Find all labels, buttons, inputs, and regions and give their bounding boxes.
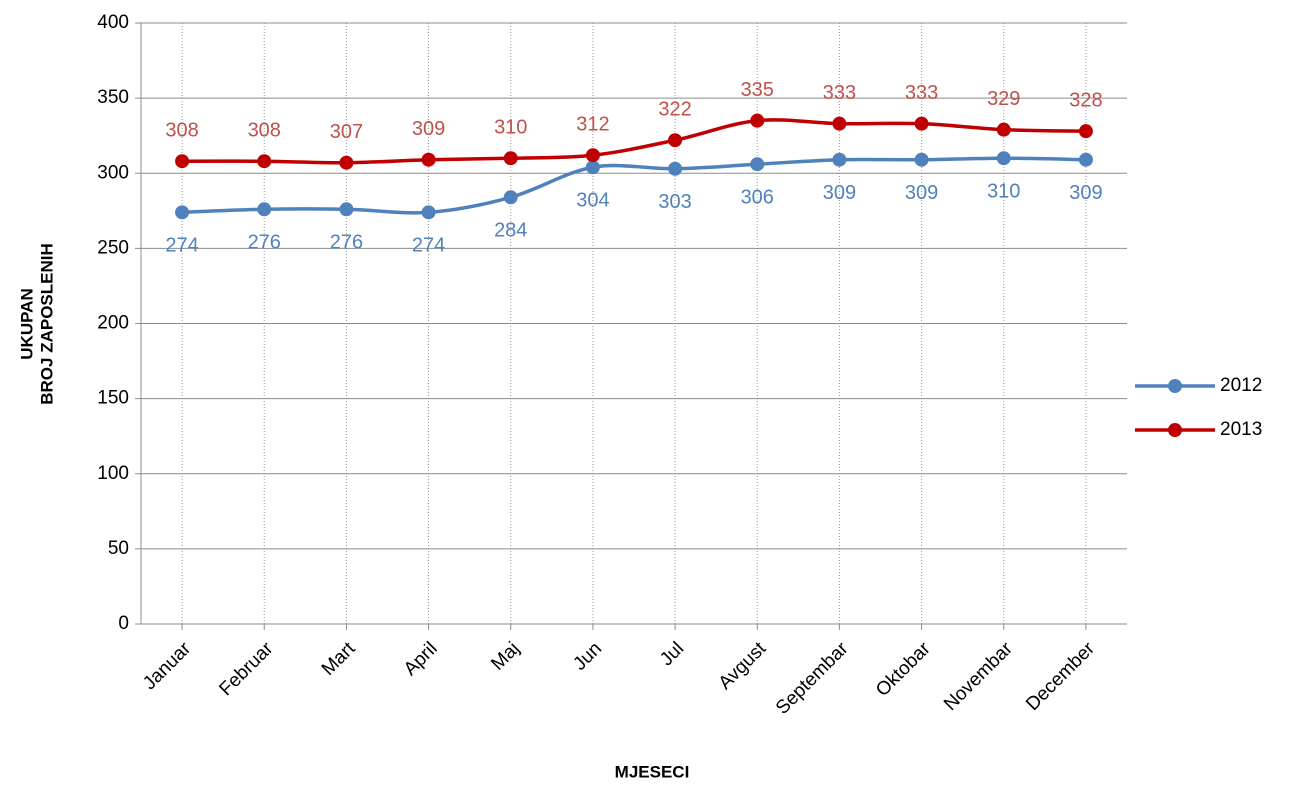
x-tick-label: Oktobar [872,638,935,701]
y-axis-title-line: BROJ ZAPOSLENIH [37,243,56,405]
point [750,113,765,128]
data-label: 335 [741,79,774,101]
data-label: 322 [658,98,691,120]
data-label: 309 [823,182,856,204]
y-tick-label: 250 [97,237,129,258]
legend-label: 2013 [1220,419,1262,440]
data-label: 309 [905,182,938,204]
data-label: 309 [1069,182,1102,204]
point [585,160,600,175]
y-tick-label: 300 [97,162,129,183]
point [585,148,600,163]
point [175,154,190,169]
x-tick-label: Maj [487,638,524,675]
data-label: 308 [165,120,198,142]
x-tick-label: Januar [139,638,195,694]
x-tick-label: Februar [215,638,277,700]
x-tick-label: Avgust [715,638,771,694]
y-tick-label: 400 [97,12,129,33]
data-label: 274 [412,235,445,257]
y-axis-title-line: UKUPAN [17,288,36,359]
x-tick-label: Novembar [940,638,1017,715]
x-tick-label: Jun [569,638,606,675]
point [832,152,847,167]
point [996,151,1011,166]
point [175,205,190,220]
point [257,154,272,169]
point [503,190,518,205]
y-tick-label: 200 [97,313,129,334]
point [421,152,436,167]
y-axis-title: UKUPAN BROJ ZAPOSLENIH [17,243,56,405]
data-label: 304 [576,190,609,212]
data-label: 310 [987,181,1020,203]
x-axis-title: MJESECI [615,762,690,781]
point [668,161,683,176]
point [750,157,765,172]
point [832,116,847,131]
data-label: 333 [823,82,856,104]
data-label: 308 [248,120,281,142]
x-tick-label: Mart [318,638,360,680]
point [339,155,354,170]
y-tick-label: 0 [118,613,129,634]
point [503,151,518,166]
point [914,152,929,167]
point [257,202,272,217]
point [996,122,1011,137]
point [914,116,929,131]
data-label: 309 [412,118,445,140]
data-label: 274 [165,235,198,257]
data-label: 307 [330,121,363,143]
data-label: 284 [494,220,527,242]
x-tick-label: April [400,638,442,680]
legend-label: 2012 [1220,375,1262,396]
data-label: 329 [987,88,1020,110]
series-line [182,156,1086,215]
x-tick-label: Jul [656,638,688,670]
data-label: 276 [248,232,281,254]
series-line [182,118,1086,165]
data-label: 328 [1069,89,1102,111]
point [668,133,683,148]
data-label: 312 [576,114,609,136]
x-tick-label: December [1022,638,1099,715]
point [1078,124,1093,139]
legend-marker [1168,423,1182,437]
data-label: 306 [741,187,774,209]
data-label: 303 [658,191,691,213]
legend-marker [1168,379,1182,393]
data-label: 333 [905,82,938,104]
data-label: 310 [494,117,527,139]
y-tick-label: 50 [108,538,129,559]
y-tick-label: 350 [97,87,129,108]
x-tick-label: Septembar [772,638,853,719]
y-tick-label: 100 [97,463,129,484]
point [421,205,436,220]
point [339,202,354,217]
data-label: 276 [330,232,363,254]
y-tick-label: 150 [97,388,129,409]
point [1078,152,1093,167]
